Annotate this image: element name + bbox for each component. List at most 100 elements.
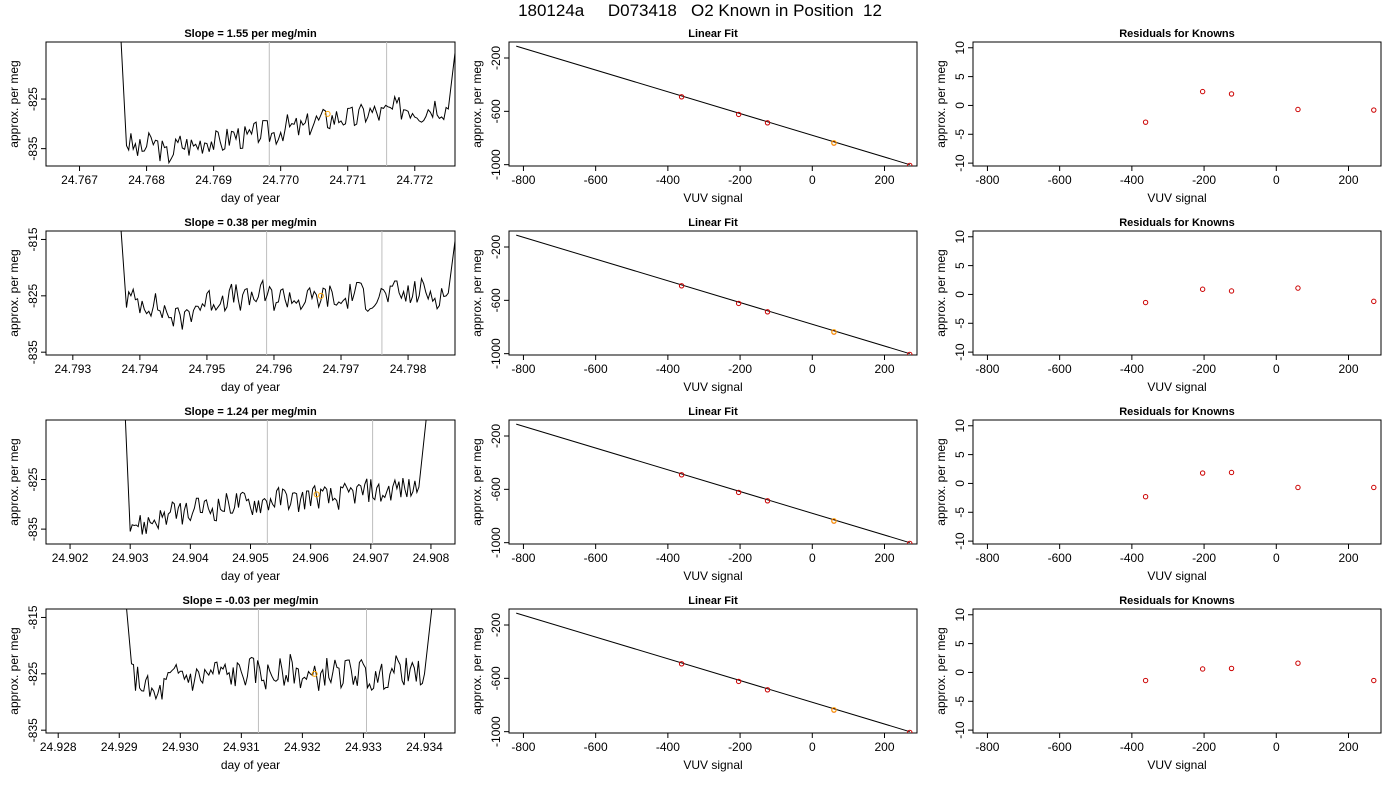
- x-tick-label: 24.772: [396, 173, 433, 187]
- x-tick-label: -400: [1120, 362, 1144, 376]
- residual-point: [1199, 470, 1206, 476]
- y-tick-label: -10: [953, 721, 967, 739]
- fit-point: [907, 729, 913, 733]
- y-tick-label: 5: [953, 262, 967, 269]
- fit-point: [764, 687, 771, 693]
- fit-point: [678, 472, 685, 478]
- residual-point: [1228, 91, 1235, 97]
- plot-area: [1142, 469, 1377, 500]
- panel-r3-fit: Linear Fit -800 -600 -400 -200 0 200 -200 -600 -1…: [470, 406, 918, 583]
- fit-point: [764, 498, 771, 504]
- x-axis-label: day of year: [221, 569, 280, 583]
- x-tick-label: 24.768: [128, 173, 165, 187]
- x-tick-label: -600: [584, 362, 608, 376]
- fit-point: [764, 120, 771, 126]
- y-axis-label: approx. per meg: [470, 249, 484, 336]
- y-tick-label: -1000: [489, 338, 503, 369]
- x-tick-label: -200: [1192, 551, 1216, 565]
- x-tick-label: -800: [511, 740, 535, 754]
- fit-highlight-point: [831, 707, 837, 713]
- plot-area: [126, 609, 433, 733]
- panel-title: Linear Fit: [688, 406, 738, 418]
- x-axis-label: VUV signal: [1147, 569, 1206, 583]
- x-tick-label: -200: [728, 551, 752, 565]
- panel-r1-trace: Slope = 1.55 per meg/min 24.767 24.768 24.7…: [7, 28, 456, 205]
- x-tick-label: -600: [584, 551, 608, 565]
- x-axis-label: VUV signal: [1147, 191, 1206, 205]
- y-tick-label: -10: [953, 154, 967, 172]
- y-axis-label: approx. per meg: [934, 60, 948, 147]
- plot-frame: [45, 41, 456, 167]
- y-tick-label: -200: [489, 424, 503, 448]
- x-tick-label: -400: [1120, 173, 1144, 187]
- residual-point: [1199, 286, 1206, 292]
- x-tick-label: -600: [584, 740, 608, 754]
- plot-frame: [508, 41, 918, 167]
- x-tick-label: 24.769: [195, 173, 232, 187]
- y-tick-label: -1000: [489, 149, 503, 180]
- y-tick-label: 5: [953, 451, 967, 458]
- x-tick-label: -600: [1048, 551, 1072, 565]
- x-tick-label: -600: [1048, 362, 1072, 376]
- x-tick-label: -800: [975, 551, 999, 565]
- residual-point: [1228, 665, 1235, 672]
- panel-title: Residuals for Knowns: [1119, 406, 1235, 418]
- x-tick-label: -400: [656, 551, 680, 565]
- y-tick-label: -825: [26, 87, 40, 111]
- y-tick-label: 0: [953, 291, 967, 298]
- y-tick-label: -5: [953, 507, 967, 518]
- panel-r4-res: Residuals for Knowns -800 -600 -400 -200 0 200…: [934, 595, 1382, 772]
- x-tick-label: 24.933: [345, 740, 382, 754]
- x-tick-label: 24.771: [329, 173, 366, 187]
- orange-marker: [317, 292, 324, 299]
- panel-title: Linear Fit: [688, 595, 738, 607]
- panel-title: Slope = 0.38 per meg/min: [184, 217, 317, 229]
- y-tick-label: -600: [489, 666, 503, 690]
- plot-frame: [972, 419, 1382, 545]
- plot-frame: [972, 230, 1382, 356]
- plot-frame: [45, 608, 456, 734]
- y-tick-label: -835: [26, 340, 40, 364]
- y-axis-label: approx. per meg: [7, 627, 21, 714]
- x-tick-label: -200: [728, 740, 752, 754]
- x-tick-label: 0: [1273, 740, 1280, 754]
- panel-r2-trace: Slope = 0.38 per meg/min 24.793 24.794 24.7…: [7, 217, 456, 394]
- residual-point: [1295, 106, 1301, 113]
- plot-area: [516, 612, 913, 733]
- trace-line: [120, 231, 455, 330]
- plot-frame: [508, 608, 918, 734]
- y-tick-label: 0: [953, 669, 967, 676]
- y-tick-label: -825: [26, 467, 40, 491]
- fit-highlight-point: [831, 140, 837, 146]
- x-tick-label: 200: [874, 551, 894, 565]
- x-tick-label: 24.928: [40, 740, 77, 754]
- x-tick-label: -600: [1048, 173, 1072, 187]
- y-axis-label: approx. per meg: [934, 627, 948, 714]
- y-tick-label: -600: [489, 99, 503, 123]
- plot-frame: [972, 41, 1382, 167]
- x-tick-label: -600: [1048, 740, 1072, 754]
- y-tick-label: -815: [26, 227, 40, 251]
- x-tick-label: 0: [1273, 173, 1280, 187]
- residual-point: [1142, 119, 1149, 125]
- x-tick-label: 0: [809, 173, 816, 187]
- residual-point: [1371, 484, 1377, 491]
- x-tick-label: -400: [656, 740, 680, 754]
- fit-point: [907, 540, 913, 544]
- y-axis-label: approx. per meg: [7, 60, 21, 147]
- orange-marker: [313, 491, 320, 498]
- y-axis-label: approx. per meg: [7, 249, 21, 336]
- x-tick-label: 24.904: [172, 551, 209, 565]
- panel-r2-res: Residuals for Knowns -800 -600 -400 -200 0 200…: [934, 217, 1382, 394]
- y-tick-label: -600: [489, 477, 503, 501]
- panel-title: Slope = -0.03 per meg/min: [182, 595, 318, 607]
- trace-line: [126, 609, 433, 701]
- plot-frame: [45, 230, 456, 356]
- panel-title: Residuals for Knowns: [1119, 595, 1235, 607]
- fit-line: [516, 234, 910, 355]
- x-tick-label: 0: [809, 740, 816, 754]
- x-tick-label: -800: [511, 362, 535, 376]
- y-tick-label: -815: [26, 605, 40, 629]
